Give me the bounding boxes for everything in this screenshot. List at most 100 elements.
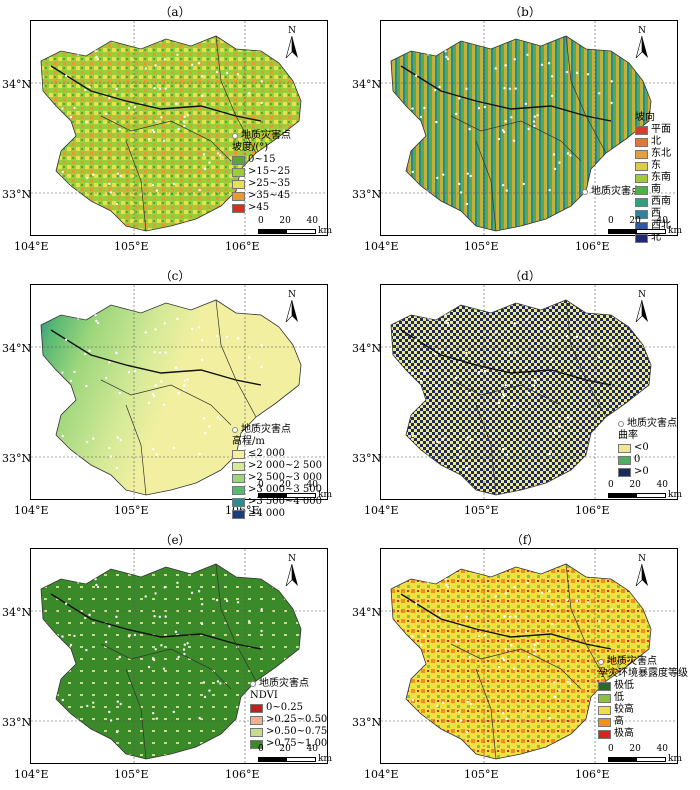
hazard-point (552, 681, 556, 684)
hazard-point (84, 352, 87, 356)
hazard-point (96, 57, 100, 61)
hazard-point (522, 446, 525, 450)
map-frame (380, 20, 678, 236)
region-map (31, 549, 327, 763)
hazard-point (513, 322, 516, 325)
hazard-point (446, 585, 450, 589)
legend-swatch (598, 693, 611, 703)
hazard-point (411, 698, 414, 702)
legend-swatch (232, 203, 245, 213)
legend-item: 北 (635, 232, 671, 244)
hazard-point (116, 700, 119, 703)
legend-title: 孕灾环境暴露度等级 (598, 668, 688, 679)
hazard-point (550, 75, 554, 78)
hazard-point (119, 438, 122, 442)
hazard-point (526, 581, 529, 585)
hazard-point (73, 106, 76, 110)
north-arrow-icon: N (635, 26, 649, 61)
hazard-point (503, 615, 506, 618)
hazard-legend: 地质灾害点 (232, 130, 291, 142)
hazard-point (95, 583, 98, 587)
hazard-point (183, 115, 186, 118)
hazard-point (108, 446, 111, 450)
hazard-point (548, 716, 551, 720)
hazard-point (64, 602, 68, 605)
hazard-point (575, 599, 579, 603)
region-map (31, 285, 327, 499)
hazard-point (536, 378, 539, 381)
hazard-point (104, 640, 108, 644)
hazard-point (550, 622, 554, 626)
hazard-point (78, 472, 81, 475)
hazard-point (553, 695, 557, 699)
hazard-point (208, 425, 211, 428)
hazard-point (540, 63, 544, 67)
hazard-point (85, 120, 88, 124)
hazard-point (95, 319, 98, 323)
hazard-point (154, 328, 157, 331)
hazard-point (153, 351, 156, 354)
hazard-point (190, 63, 194, 67)
hazard-point (115, 730, 119, 734)
longitude-label: 104°E (14, 240, 49, 253)
legend-item: 0 (618, 454, 677, 466)
hazard-point (183, 124, 186, 128)
panel-a: （a） N 34°N 33°N 104°E 105°E 106°E 地质灾害点 坡度/(°) 0~… (0, 0, 350, 262)
legend-swatch (635, 149, 648, 159)
hazard-point (458, 182, 461, 186)
hazard-point (133, 369, 137, 373)
boundary-line (125, 140, 147, 232)
hazard-point (147, 665, 151, 669)
hazard-point (501, 447, 505, 451)
hazard-point (454, 376, 458, 380)
hazard-point (465, 466, 469, 470)
hazard-point (524, 102, 528, 106)
legend-item: >15~25 (232, 166, 291, 178)
hazard-point (85, 384, 88, 388)
hazard-point (154, 592, 157, 595)
hazard-point (177, 391, 180, 395)
hazard-point (442, 437, 445, 440)
hazard-point (183, 379, 186, 382)
hazard-point (96, 321, 100, 325)
scale-bar: 0 20 40 km (608, 216, 682, 236)
hazard-point (116, 172, 119, 175)
legend: 地质灾害点 孕灾环境暴露度等级 极低低较高高极高 (598, 656, 688, 740)
hazard-point (465, 351, 468, 355)
hazard-point (459, 455, 463, 458)
hazard-point (158, 87, 162, 90)
legend-swatch (618, 455, 631, 465)
hazard-point (524, 630, 528, 634)
hazard-point (466, 436, 469, 439)
latitude-label: 33°N (352, 452, 382, 465)
hazard-point (186, 378, 189, 381)
hazard-point (95, 55, 98, 59)
latitude-label: 33°N (2, 452, 32, 465)
hazard-point (610, 629, 613, 633)
hazard-point (610, 80, 613, 83)
hazard-point (466, 700, 469, 703)
hazard-point (115, 351, 118, 355)
hazard-point (445, 471, 448, 474)
hazard-point (216, 680, 220, 683)
hazard-point (505, 189, 509, 192)
hazard-point (109, 455, 113, 458)
hazard-point (494, 331, 497, 334)
hazard-point (458, 361, 461, 364)
longitude-label: 104°E (364, 504, 399, 517)
longitude-label: 105°E (114, 768, 149, 781)
boundary-line (475, 404, 497, 496)
hazard-point (465, 730, 469, 734)
hazard-point (197, 326, 201, 329)
hazard-point (183, 388, 186, 392)
hazard-point (414, 602, 418, 605)
hazard-point (154, 648, 157, 651)
north-arrow-icon: N (285, 26, 299, 61)
longitude-label: 106°E (225, 240, 260, 253)
hazard-point (236, 601, 240, 604)
boundary-line (100, 379, 232, 426)
hazard-point (127, 634, 131, 638)
hazard-point (445, 319, 448, 323)
hazard-point (202, 153, 206, 156)
